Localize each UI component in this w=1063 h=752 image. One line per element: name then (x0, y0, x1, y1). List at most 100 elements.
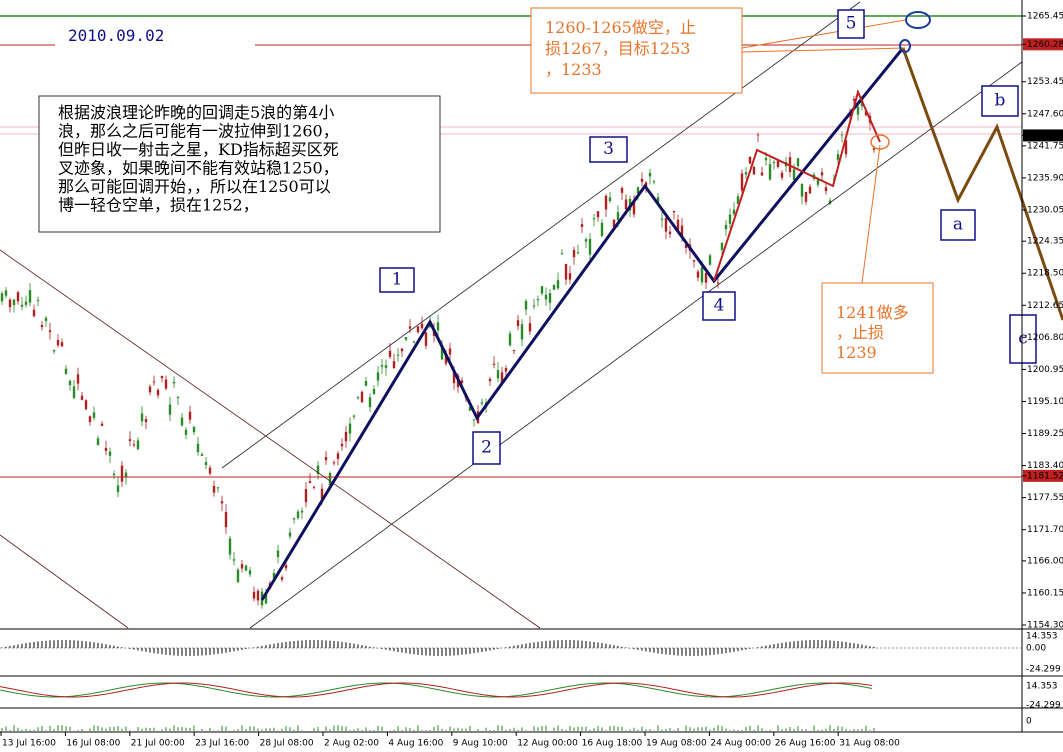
wave-label: 1 (392, 270, 403, 290)
time-label: 12 Aug 00:00 (517, 739, 578, 749)
indicator-label: -24.299 (1026, 701, 1061, 711)
price-tag (1023, 469, 1063, 482)
oscillator (0, 682, 873, 698)
forecast-line (901, 47, 1063, 321)
candle-body (164, 379, 168, 389)
candle-body (436, 322, 440, 331)
candle-body (364, 380, 368, 386)
candle-body (56, 340, 60, 346)
candle-body (128, 439, 132, 441)
candle-body (396, 354, 400, 356)
candle-body (752, 167, 756, 175)
candle-body (92, 412, 96, 418)
candle-body (72, 386, 76, 398)
candle-body (492, 363, 496, 365)
wave-box (981, 85, 1019, 117)
candle-body (248, 570, 252, 575)
candle-body (588, 238, 592, 255)
marker (899, 39, 911, 53)
candle-body (608, 197, 612, 202)
marker (870, 134, 890, 150)
candle-body (736, 196, 740, 205)
note-box (38, 95, 441, 233)
price-label: 1260.28 (1027, 40, 1063, 50)
time-axis: 13 Jul 16:00 16 Jul 08:00 21 Jul 00:00 23 J… (0, 732, 900, 749)
price-label: 1183.40 (1027, 461, 1063, 471)
candle-body (632, 201, 636, 215)
candle-body (252, 591, 256, 599)
callout-line: 1260-1265做空，止 (545, 18, 696, 37)
candle-body (452, 370, 456, 384)
candle-body (664, 217, 668, 232)
candle-body (184, 429, 188, 435)
price-axis: 1265.45 1260.28 1253.45 1247.60 1243.651241.… (1022, 12, 1063, 727)
candle-body (156, 389, 160, 396)
candle-body (460, 380, 464, 383)
price-label: 1160.15 (1027, 588, 1063, 598)
candle-body (212, 485, 216, 493)
candle-body (192, 426, 196, 433)
candle-body (744, 172, 748, 175)
candle-body (272, 573, 276, 579)
candle-body (640, 178, 644, 182)
candle-body (620, 188, 624, 193)
candle-body (676, 219, 680, 230)
candle-body (440, 346, 444, 360)
candle-body (348, 423, 352, 434)
time-label: 28 Jul 08:00 (260, 739, 314, 749)
candle-body (228, 538, 232, 555)
candle-body (12, 299, 16, 306)
candle-body (740, 173, 744, 191)
wave-labels: 1 2 3 4 5 a b c (379, 9, 1037, 465)
candle-body (708, 255, 712, 265)
candle-body (124, 472, 128, 478)
candle-body (264, 594, 268, 604)
wave-label: b (995, 91, 1006, 111)
price-label: 1243.65 (1027, 131, 1063, 141)
candle-body (516, 320, 520, 327)
callout-line: 损1267，目标1253 (545, 39, 690, 58)
candle-body (44, 317, 48, 321)
candle-body (352, 415, 356, 417)
price-tag (1023, 38, 1063, 51)
candle-body (872, 148, 876, 150)
candle-body (292, 518, 296, 520)
price-label: 1181.52 (1027, 471, 1063, 481)
candle-body (316, 465, 320, 474)
candle-body (504, 368, 508, 372)
candle-body (864, 111, 868, 116)
time-label: 26 Aug 16:00 (775, 739, 836, 749)
trend-line (0, 534, 129, 629)
wave-label: c (1018, 329, 1028, 349)
candle-body (36, 299, 40, 301)
marker (905, 11, 931, 29)
candle-body (820, 172, 824, 176)
candle-body (68, 380, 72, 386)
candle-body (756, 134, 760, 136)
candle-body (836, 154, 840, 160)
candle-body (216, 487, 220, 489)
candle-body (844, 140, 848, 155)
candle-body (520, 324, 524, 340)
candle-body (852, 98, 856, 101)
callout-arrow (741, 47, 906, 53)
candle-body (472, 419, 476, 421)
wave-box (589, 136, 628, 163)
candle-body (120, 465, 124, 482)
candle-body (52, 349, 56, 352)
callout-box (530, 7, 743, 94)
wave-box (379, 267, 415, 293)
indicator-label: 0.00 (1026, 644, 1046, 654)
candle-body (392, 361, 396, 369)
candle-body (368, 397, 372, 408)
candle-body (816, 179, 820, 185)
candle-body (692, 260, 696, 262)
candle-body (240, 564, 244, 569)
candle-body (144, 419, 148, 423)
candle-body (772, 161, 776, 163)
candle-body (236, 569, 240, 583)
candle-body (160, 375, 164, 379)
candle-body (636, 187, 640, 194)
candle-body (280, 577, 284, 580)
